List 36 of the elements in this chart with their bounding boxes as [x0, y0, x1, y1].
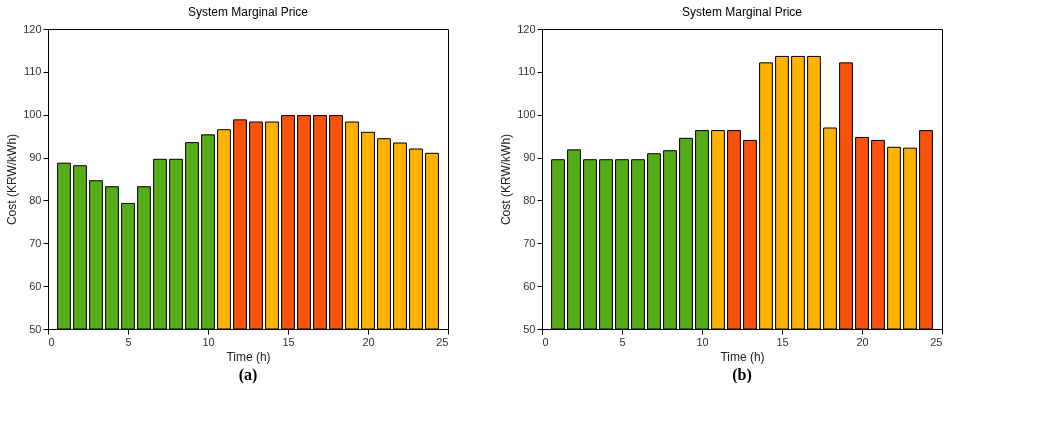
y-tick-label: 70: [29, 236, 42, 249]
chart-title: System Marginal Price: [681, 5, 803, 19]
y-tick-label: 120: [23, 22, 42, 35]
x-tick-label: 10: [696, 335, 709, 348]
y-tick-label: 100: [517, 108, 536, 121]
y-tick-label: 110: [23, 65, 42, 78]
text: (a): [238, 366, 258, 384]
y-axis-title: Cost (KRW/kWh): [5, 133, 20, 226]
y-tick-label: 80: [29, 193, 42, 206]
y-tick-label: 50: [29, 322, 42, 335]
y-tick-label: 90: [29, 151, 42, 164]
x-tick-label: 15: [282, 335, 295, 348]
y-tick-label: 60: [29, 279, 42, 292]
y-tick-label: 60: [523, 279, 536, 292]
y-tick-label: 90: [523, 151, 536, 164]
y-tick-label: 70: [523, 236, 536, 249]
x-tick-label: 15: [776, 335, 789, 348]
y-tick-label: 110: [517, 65, 536, 78]
x-tick-label: 10: [202, 335, 215, 348]
x-tick-label: 25: [930, 335, 943, 348]
y-axis-title: Cost (KRW/kWh): [499, 133, 514, 226]
x-tick-label: 0: [542, 335, 549, 348]
x-tick-label: 20: [362, 335, 375, 348]
y-tick-label: 100: [23, 108, 42, 121]
y-tick-label: 80: [523, 193, 536, 206]
x-axis-title: Time (h): [226, 349, 271, 364]
chart-title: System Marginal Price: [187, 5, 309, 19]
text: (b): [732, 366, 752, 384]
y-tick-label: 50: [523, 322, 536, 335]
x-tick-label: 5: [619, 335, 626, 348]
x-axis-title: Time (h): [720, 349, 765, 364]
x-tick-label: 20: [856, 335, 869, 348]
y-tick-label: 120: [517, 22, 536, 35]
x-tick-label: 25: [436, 335, 449, 348]
x-tick-label: 5: [125, 335, 132, 348]
x-tick-label: 0: [48, 335, 55, 348]
